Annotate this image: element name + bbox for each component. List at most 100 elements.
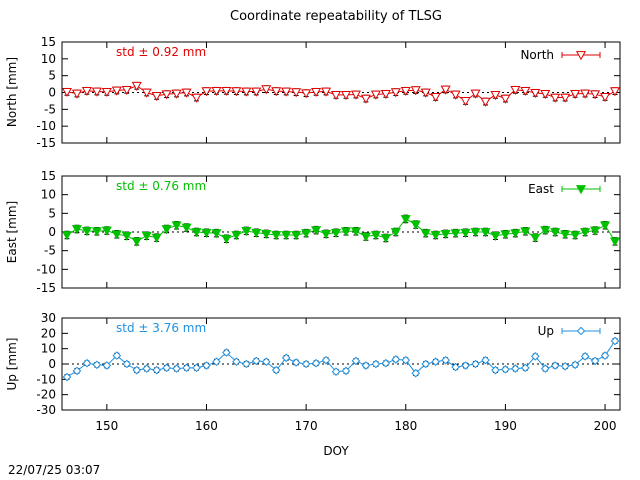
east-data-point [181,223,192,233]
north-y-tick-label: -5 [44,102,56,116]
north-y-tick-label: -15 [36,136,56,150]
up-data-point [271,365,281,375]
north-legend-label: North [520,48,554,62]
north-data-point [570,89,581,100]
north-data-point [81,86,92,97]
up-data-point [481,355,490,365]
up-y-tick-label: -30 [36,403,56,417]
east-data-point [609,237,621,247]
east-data-point [480,228,491,238]
north-data-point [221,86,232,97]
north-data-point [370,90,381,100]
up-data-point [251,356,261,366]
east-data-point [540,226,551,236]
east-std-label: std ± 0.76 mm [116,179,206,193]
north-data-point [151,92,162,102]
north-data-point [61,87,73,98]
up-data-point [371,359,381,369]
up-data-point [82,358,92,368]
north-data-point [301,89,312,99]
east-data-point [171,221,182,231]
east-y-tick-label: 15 [41,169,56,183]
east-data-point [121,231,132,241]
x-tick-label: 180 [394,419,417,433]
north-legend-marker [575,51,587,61]
east-data-point [91,227,102,237]
east-data-point [330,228,342,238]
up-plot-frame [61,317,621,411]
east-data-point [580,228,591,238]
north-data-point [101,87,112,98]
north-data-point [161,90,172,100]
east-data-point [131,237,142,247]
north-data-point [460,97,471,107]
north-data-point [241,87,252,97]
up-data-point [102,361,112,370]
east-data-point [161,225,172,235]
north-data-point [261,85,272,95]
east-data-point [291,231,302,241]
east-data-point [600,221,611,231]
east-data-point [141,231,152,241]
east-data-point [360,232,371,242]
north-data-point [420,88,431,98]
up-y-tick-label: 10 [41,342,56,356]
north-data-point [291,88,302,98]
north-data-point [600,93,611,103]
north-y-tick-label: 10 [41,52,56,66]
north-data-point [171,89,182,99]
up-data-point [182,363,191,373]
north-data-point [111,86,122,96]
up-data-point [461,361,470,370]
up-data-point [411,368,421,378]
north-data-point [580,89,591,99]
east-plot-frame [61,175,621,289]
north-data-point [71,89,82,99]
up-data-point [391,355,401,364]
up-data-point [222,348,231,357]
up-y-tick-label: 30 [41,311,56,325]
east-data-point [261,230,272,240]
east-data-point [410,220,421,230]
north-data-point [500,94,511,104]
up-data-point [202,361,211,370]
east-y-tick-label: 10 [41,188,56,202]
east-data-point [281,231,292,241]
east-data-point [510,229,521,239]
east-y-tick-label: 5 [48,206,56,220]
up-data-point [142,364,152,373]
east-data-point [321,230,332,240]
x-tick-label: 170 [295,419,318,433]
north-y-tick-label: 0 [48,86,56,100]
up-data-point [172,364,181,373]
up-data-point [321,355,331,365]
up-data-point [521,363,530,373]
up-data-point [600,351,610,360]
north-data-point [490,90,501,101]
up-y-tick-label: 20 [41,326,56,340]
north-data-point [540,89,551,100]
up-data-point [122,359,132,369]
up-data-point [421,359,431,369]
north-data-point [91,87,102,97]
north-data-point [321,87,332,97]
north-data-point [410,86,421,96]
north-data-point [430,93,441,103]
north-data-point [131,81,142,91]
east-data-point [490,231,501,241]
north-data-point [609,87,621,97]
north-data-point [281,87,292,97]
east-data-point [550,228,561,238]
east-data-point [370,231,381,241]
up-data-point [381,358,391,368]
up-series-line [66,340,616,378]
north-data-point [380,89,391,100]
east-panel: East [mm] std ± 0.76 mm East -15 -10 -5 0 5 1… [5,169,621,295]
up-legend-label: Up [538,324,554,338]
north-data-point [560,93,571,103]
north-data-point [201,87,212,97]
east-data-point [111,230,122,240]
north-data-point [480,97,491,107]
north-data-point [340,90,352,101]
